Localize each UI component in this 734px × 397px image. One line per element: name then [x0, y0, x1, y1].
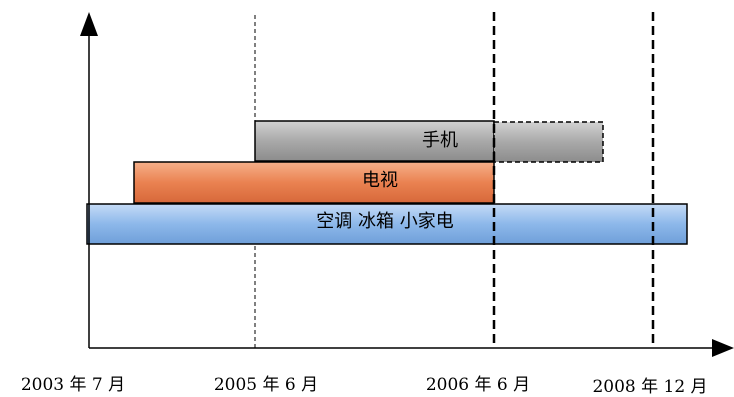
date-label-2005-06: 2005 年 6 月 [214, 375, 318, 395]
x-axis-arrow-icon [712, 339, 734, 357]
date-label-2008-12: 2008 年 12 月 [592, 377, 707, 397]
date-label-2003-07: 2003 年 7 月 [21, 375, 125, 395]
y-axis-arrow-icon [80, 12, 98, 36]
bar-phones [254, 120, 495, 162]
bar-phones-extension [493, 121, 604, 163]
bar-label-appliances: 空调 冰箱 小家电 [316, 211, 453, 232]
date-label-2006-06: 2006 年 6 月 [426, 375, 530, 395]
bar-appliances [86, 203, 688, 245]
bar-tv [133, 161, 495, 204]
bar-label-tv: 电视 [362, 170, 398, 191]
bar-label-phones: 手机 [422, 130, 458, 151]
